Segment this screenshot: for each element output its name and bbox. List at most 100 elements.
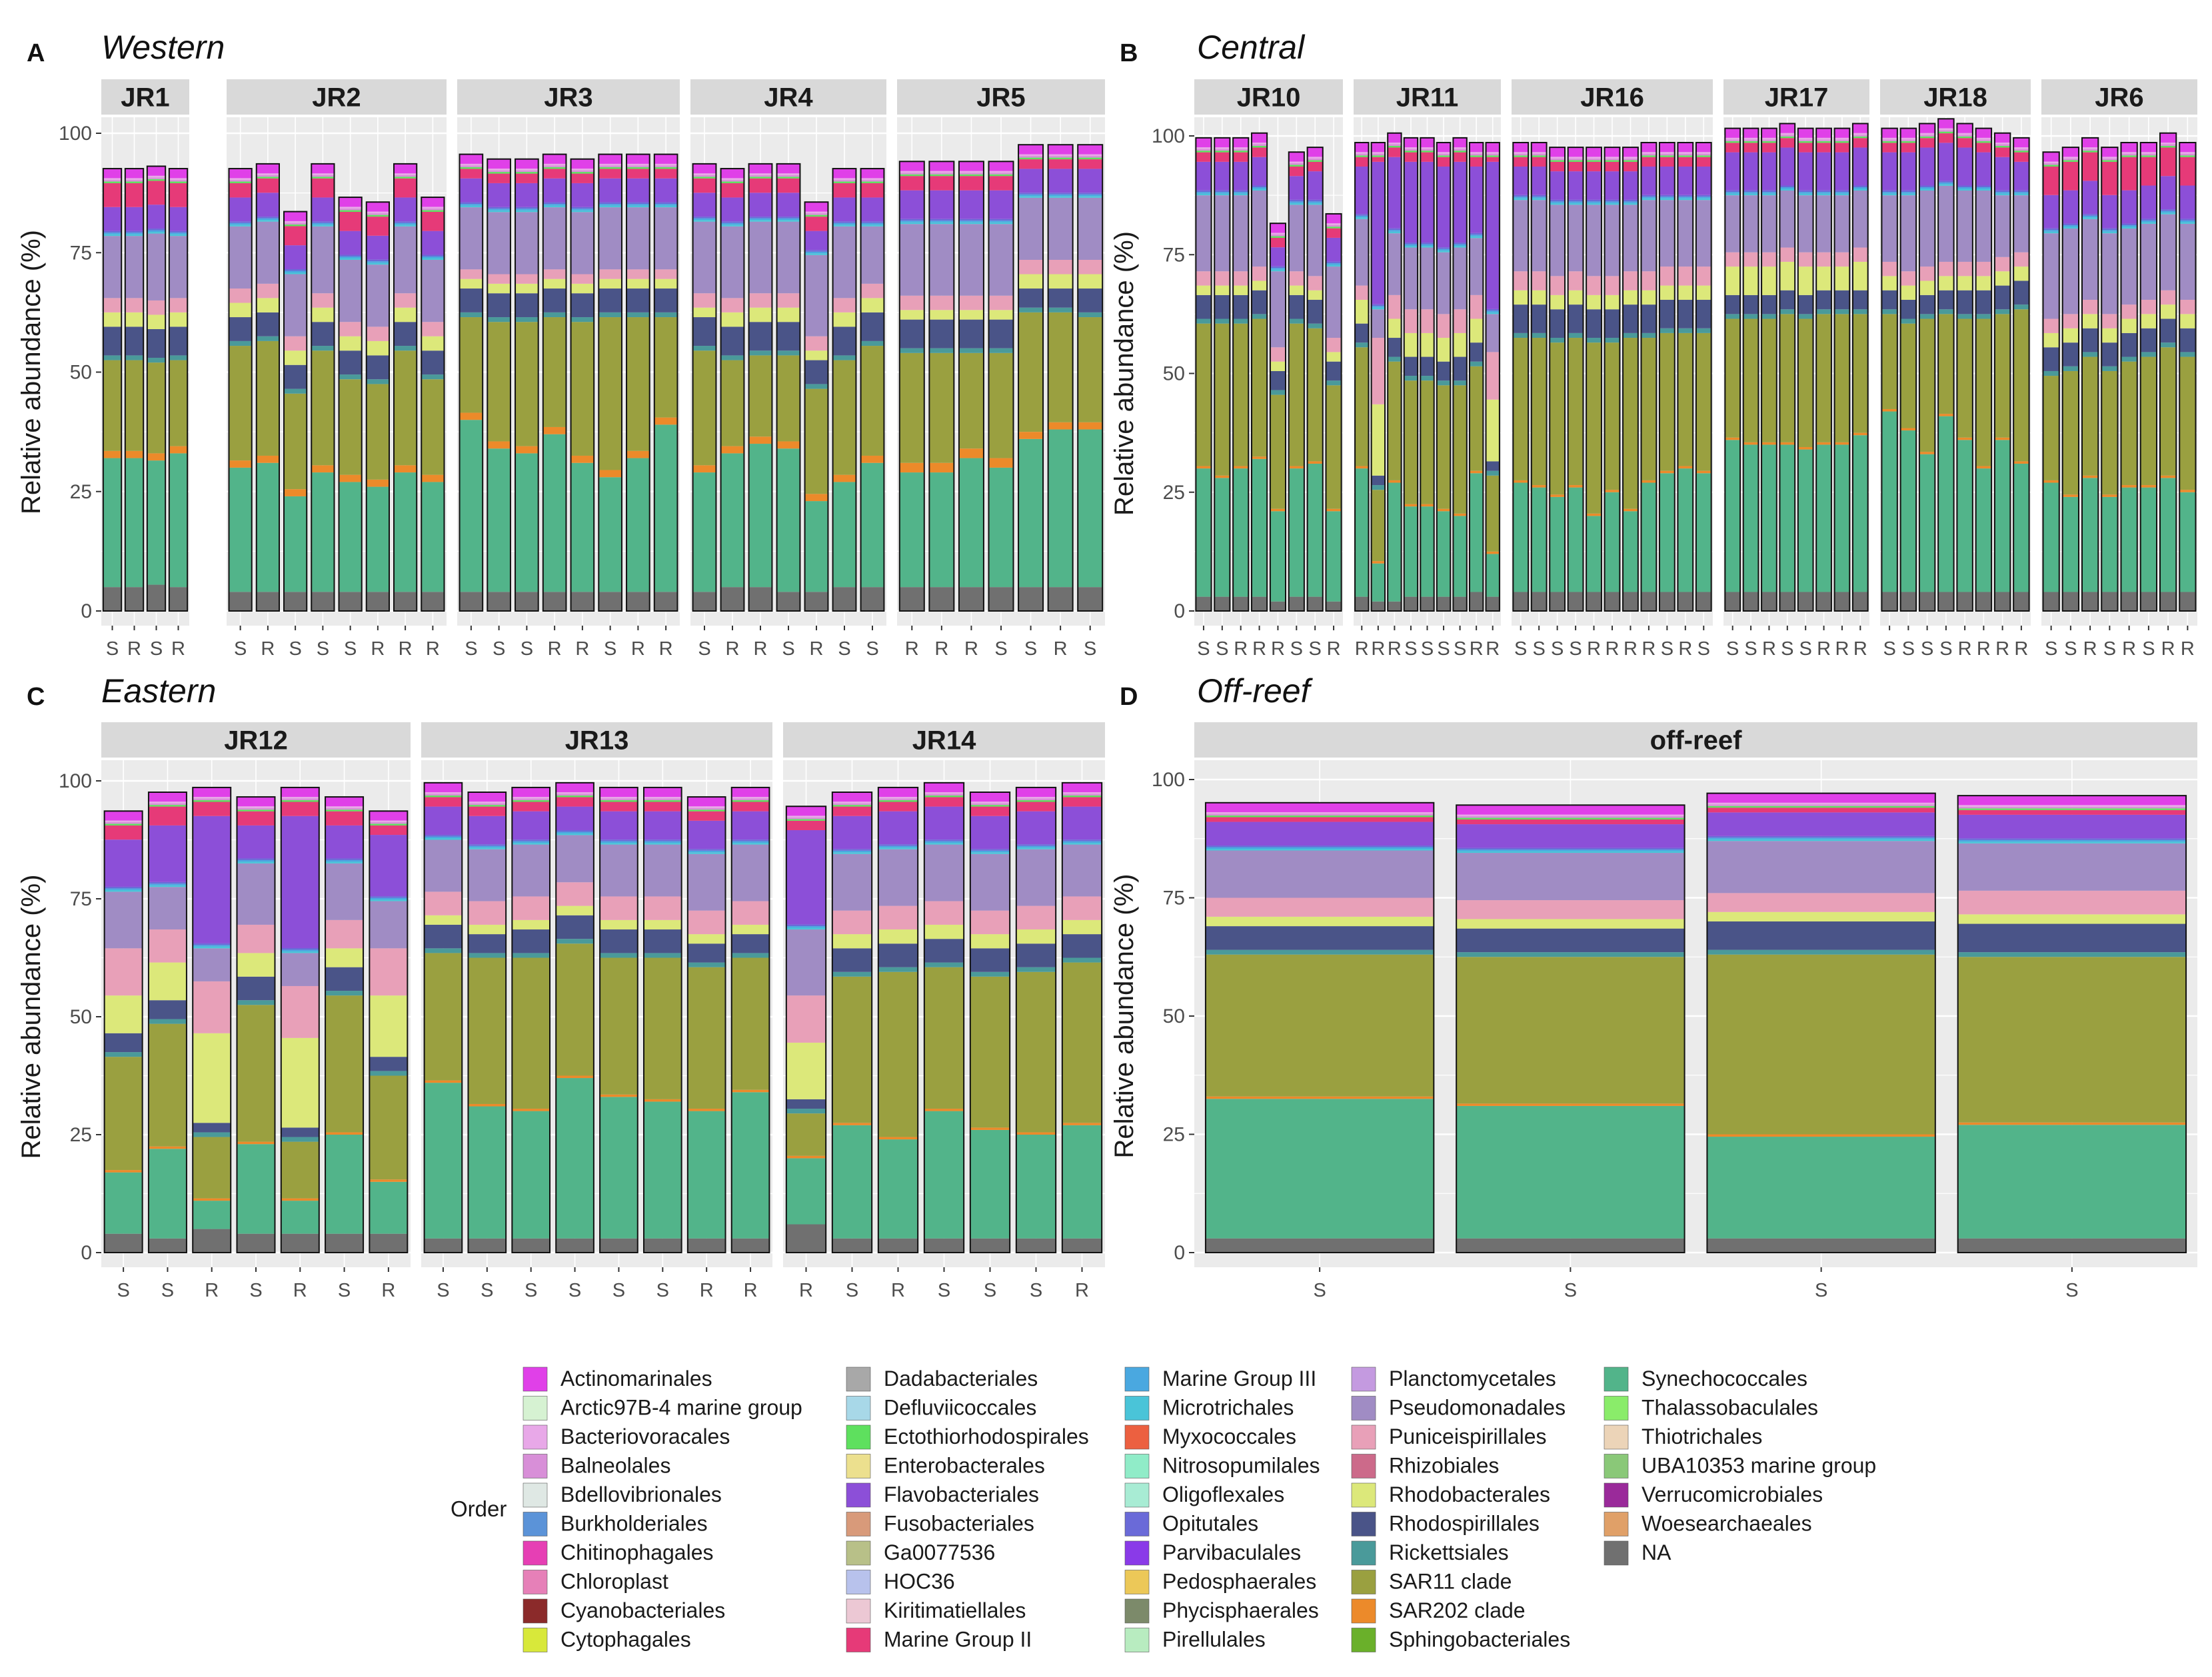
bar-segment [924,806,964,840]
bar-outline [1456,804,1685,1253]
bar-segment [103,169,122,179]
bar-segment [125,233,144,235]
bar-segment [1816,592,1831,611]
bar-segment [929,219,954,221]
bar-segment [256,221,279,284]
bar-segment [459,279,483,289]
bar-segment [1078,587,1103,611]
bar-segment [2081,478,2099,592]
bar-segment [148,887,187,930]
x-tick-label: S [1569,638,1582,660]
bar-outline [1899,127,1917,612]
bar-stack: R [365,117,390,660]
bar-segment [1659,166,1675,195]
bar-segment [1604,294,1620,310]
bar-segment [832,1238,872,1253]
bar-segment [256,312,279,336]
bar-segment [1725,152,1741,191]
bar-segment [147,230,166,233]
bar-segment [970,910,1010,935]
bar-segment [1404,356,1418,376]
legend-label: Burkholderiales [560,1512,708,1536]
bar-stack: S [923,760,965,1301]
bar-segment [1623,511,1638,592]
bar-segment [832,226,856,298]
bar-stack: S [1077,117,1104,660]
bar-outline [1015,786,1057,1253]
bar-segment [2081,214,2099,216]
bar-segment [878,943,918,967]
bar-segment [643,797,682,799]
bar-segment [1957,814,2187,839]
bar-segment [512,1238,551,1253]
bar-outline [487,158,511,612]
bar-segment [515,446,539,454]
bar-segment [598,205,622,208]
bar-segment [237,953,275,977]
bar-segment [1816,143,1831,153]
legend-item: Bacteriovoracales [523,1424,730,1450]
bar-segment [543,202,566,205]
bar-segment [692,177,716,179]
bar-segment [1326,228,1342,238]
bar-segment [512,841,551,843]
bar-segment [147,233,166,300]
bar-segment [1270,511,1286,602]
bar-segment [1233,193,1249,196]
bar-segment [1695,166,1711,195]
bar-segment [1016,802,1056,812]
bar-segment [1233,294,1249,319]
bar-stack: S [103,760,143,1301]
bar-segment [1994,193,2011,196]
legend-swatch [523,1424,548,1450]
bar-stack: S [1918,117,1936,660]
panel-title: Eastern [101,672,216,710]
bar-segment [1550,294,1566,310]
bar-stack: R [1851,117,1869,660]
bar-segment [487,170,511,173]
bar-segment [1695,157,1711,167]
bar-segment [147,453,166,461]
bar-segment [899,219,924,221]
bar-segment [1641,197,1657,199]
bar-segment [1436,142,1451,153]
bar-segment [1196,193,1212,196]
bar-outline [1640,141,1658,612]
bar-segment [832,587,856,611]
bar-segment [1938,276,1954,290]
bar-segment [394,177,417,179]
bar-segment [468,953,507,958]
bar-segment [731,1238,770,1253]
bar-segment [1420,380,1434,504]
bar-segment [1288,203,1304,205]
bar-segment [860,298,884,312]
bar-segment [1251,147,1268,157]
bar-segment [147,232,166,234]
bar-segment [1233,149,1249,151]
bar-segment [281,816,319,948]
bar-segment [748,178,772,193]
bar-segment [1196,294,1212,319]
bar-segment [1695,592,1711,611]
bar-segment [1214,151,1230,153]
bar-segment [543,178,566,203]
bar-segment [878,967,918,972]
bar-segment [687,797,726,807]
bar-segment [692,163,716,174]
bar-segment [103,312,122,327]
bar-outline [2139,141,2158,612]
bar-segment [1834,444,1850,592]
x-tick-label: S [1437,638,1450,660]
bar-segment [1604,201,1620,203]
bar-segment [687,820,726,849]
legend-swatch [846,1396,871,1420]
bar-segment [878,905,918,930]
bar-segment [1436,338,1451,362]
x-tick-label: S [612,1280,625,1301]
bar-segment [776,293,800,308]
bar-segment [1404,149,1418,151]
legend-swatch [1124,1512,1150,1536]
